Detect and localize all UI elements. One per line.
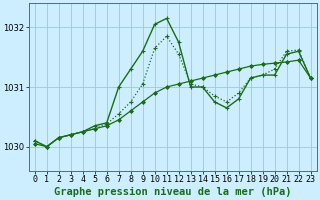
X-axis label: Graphe pression niveau de la mer (hPa): Graphe pression niveau de la mer (hPa) (54, 186, 292, 197)
